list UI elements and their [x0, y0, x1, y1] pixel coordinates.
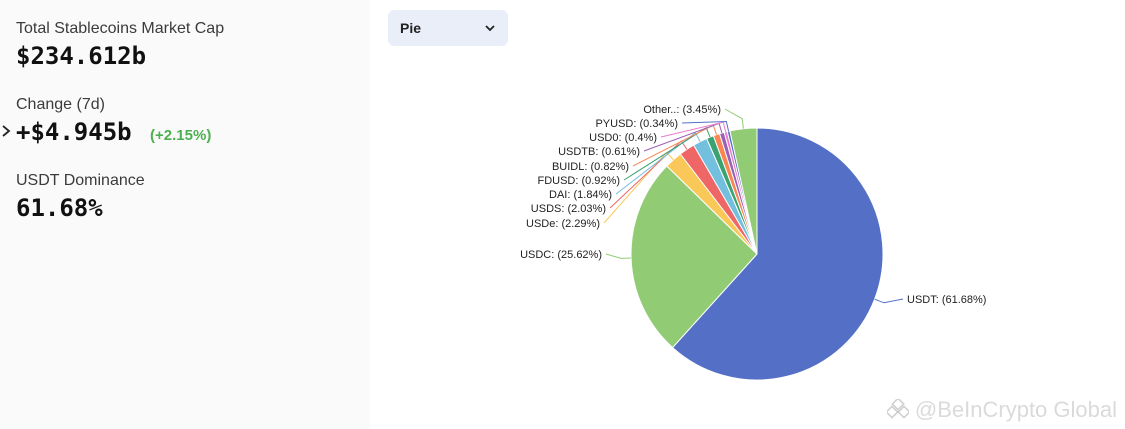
market-cap-stat: Total Stablecoins Market Cap $234.612b	[16, 20, 224, 70]
change-value: +$4.945b	[16, 118, 132, 146]
slice-label-usde: USDe: (2.29%)	[526, 218, 600, 230]
label-line-other	[724, 108, 744, 129]
label-line-usdt	[874, 298, 904, 304]
dominance-value: 61.68%	[16, 194, 103, 222]
change-label: Change (7d)	[16, 96, 105, 113]
label-line-dai	[615, 131, 701, 195]
slice-label-pyusd: PYUSD: (0.34%)	[595, 118, 678, 130]
slice-label-usds: USDS: (2.03%)	[531, 203, 606, 215]
change-value-row: +$4.945b (+2.15%)	[16, 118, 211, 146]
stats-sidebar: Total Stablecoins Market Cap $234.612b C…	[0, 0, 370, 429]
slice-label-usd0: USD0: (0.4%)	[589, 132, 657, 144]
label-line-usde	[603, 151, 674, 224]
slice-label-usdc: USDC: (25.62%)	[520, 249, 602, 261]
chart-type-dropdown[interactable]: Pie	[388, 10, 508, 46]
watermark-text: @BeInCrypto Global	[914, 397, 1117, 422]
market-cap-value: $234.612b	[16, 42, 147, 70]
pie-slice-usdt[interactable]	[671, 127, 884, 381]
dominance-stat: USDT Dominance 61.68%	[16, 172, 145, 222]
chevron-right-icon[interactable]	[0, 123, 12, 139]
brand-logo-icon	[886, 399, 909, 419]
watermark: @BeInCrypto Global	[886, 397, 1117, 423]
market-cap-label: Total Stablecoins Market Cap	[16, 20, 225, 37]
dominance-label: USDT Dominance	[16, 172, 145, 189]
slice-label-fdusd: FDUSD: (0.92%)	[537, 175, 620, 187]
chart-type-selected: Pie	[400, 20, 422, 36]
change-stat: Change (7d) +$4.945b (+2.15%)	[16, 96, 211, 146]
change-percent: (+2.15%)	[150, 127, 212, 144]
label-line-pyusd	[681, 120, 730, 132]
label-line-usdc	[605, 253, 632, 259]
slice-label-buidl: BUIDL: (0.82%)	[552, 161, 629, 173]
slice-label-other: Other..: (3.45%)	[643, 104, 721, 116]
pie-slice-other[interactable]	[729, 127, 758, 255]
slice-label-usdt: USDT: (61.68%)	[907, 294, 986, 306]
label-line-usd0	[660, 121, 727, 138]
chevron-down-icon	[485, 25, 495, 32]
slice-label-usdtb: USDTB: (0.61%)	[558, 146, 640, 158]
slice-label-dai: DAI: (1.84%)	[549, 189, 612, 201]
